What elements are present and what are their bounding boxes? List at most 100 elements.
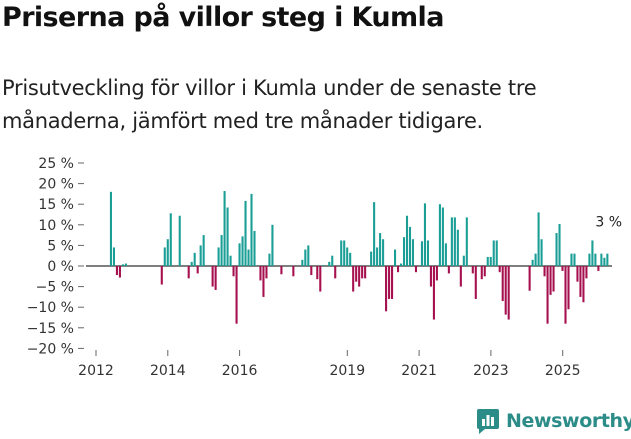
x-tick-label: 2016 (222, 363, 258, 379)
bar (432, 266, 435, 320)
y-tick-label: 15 % (38, 197, 74, 213)
bar (405, 215, 409, 266)
bar (438, 204, 441, 266)
bar (567, 266, 570, 310)
bar (385, 266, 388, 312)
bar (402, 237, 406, 266)
bar (346, 247, 349, 266)
bar (429, 266, 432, 287)
bar (244, 200, 247, 266)
bar (573, 253, 576, 266)
y-tick-label: −15 % (27, 321, 74, 337)
bar (555, 233, 558, 266)
bar-chart: 25 % 20 % 15 % 10 % 5 % 0 % −5 % −10 % −15 % −20 … (27, 156, 622, 379)
bar (480, 266, 483, 280)
bar (474, 266, 477, 299)
bar (606, 253, 609, 266)
bar (594, 253, 597, 266)
bar (361, 266, 364, 279)
bar (579, 266, 582, 297)
bar (465, 217, 468, 266)
bar (459, 266, 462, 287)
bar (537, 212, 540, 266)
bar (549, 266, 552, 295)
bar (564, 266, 567, 324)
bar (444, 243, 447, 266)
bar (235, 266, 238, 324)
bar (420, 241, 423, 266)
bar (190, 261, 193, 266)
bar (262, 266, 265, 297)
y-tick-label: 0 % (47, 259, 74, 275)
x-tick-label: 2014 (150, 363, 186, 379)
bar (118, 266, 121, 278)
bar (109, 191, 112, 266)
bar (552, 266, 555, 292)
bar (408, 226, 412, 266)
bar (217, 247, 220, 266)
bar (316, 266, 319, 280)
bar (280, 266, 283, 275)
bar (453, 217, 456, 266)
bar (396, 266, 400, 273)
bar (561, 266, 564, 271)
bar (202, 235, 205, 266)
bar (319, 266, 322, 292)
bar (121, 264, 124, 266)
x-tick-label: 2023 (473, 363, 509, 379)
bar (597, 266, 600, 271)
bar (229, 255, 232, 266)
bar (582, 266, 585, 303)
bar (259, 266, 262, 281)
bar (253, 230, 256, 266)
bar (498, 266, 501, 273)
bar (187, 266, 190, 279)
chart-subtitle: Prisutveckling för villor i Kumla under … (2, 76, 537, 133)
bar (447, 266, 450, 274)
bar (322, 265, 325, 266)
bar (268, 253, 271, 266)
bar (507, 266, 510, 320)
bar (391, 266, 394, 299)
bar (483, 266, 486, 277)
chart-title: Priserna på villor steg i Kumla (2, 2, 444, 33)
y-tick-label: −20 % (27, 341, 74, 357)
bar (307, 245, 310, 266)
bar (501, 266, 504, 302)
bar (292, 266, 295, 277)
bar (489, 256, 492, 266)
bar (435, 266, 438, 281)
y-tick-label: −10 % (27, 300, 74, 316)
bar (340, 240, 343, 266)
brand-name: Newsworthy (506, 410, 631, 432)
x-tick-label: 2012 (78, 363, 114, 379)
bar (352, 266, 355, 292)
bar (238, 243, 241, 266)
bar (531, 259, 534, 266)
bar (600, 253, 603, 266)
y-tick-label: 5 % (47, 238, 74, 254)
bar (166, 239, 169, 266)
bar (492, 240, 495, 266)
bar (388, 266, 391, 299)
bar (265, 266, 268, 279)
bar (358, 266, 361, 287)
x-tick-label: 2019 (329, 363, 365, 379)
bar (196, 266, 199, 274)
x-tick-label: 2021 (401, 363, 437, 379)
bar (349, 252, 352, 266)
bar (486, 256, 489, 266)
bar (373, 202, 376, 266)
bar (540, 239, 543, 266)
bar (382, 239, 385, 266)
bar (199, 245, 202, 266)
bar (411, 239, 415, 266)
bar (471, 266, 474, 274)
bar-chart-icon (477, 409, 499, 434)
bar (495, 240, 498, 266)
last-value-label: 3 % (595, 215, 622, 231)
y-tick-label: 25 % (38, 156, 74, 172)
x-tick-label: 2025 (545, 363, 581, 379)
bar (124, 263, 127, 266)
newsworthy-brand[interactable]: Newsworthy (476, 406, 631, 436)
